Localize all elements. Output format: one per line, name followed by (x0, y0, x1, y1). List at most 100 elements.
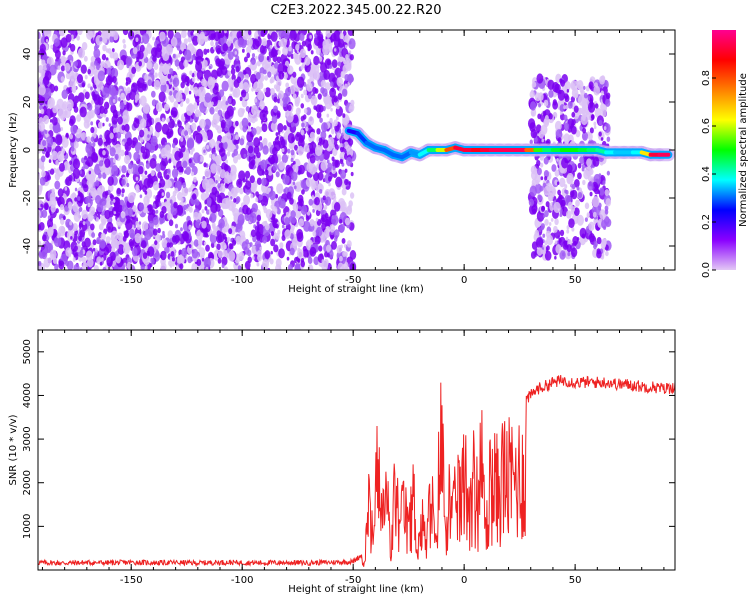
spectrogram-scatter-blob (540, 176, 544, 181)
spectrogram-scatter-blob (97, 172, 102, 179)
spectrogram-scatter-blob (573, 105, 579, 113)
spectrogram-scatter-blob (333, 96, 338, 103)
spectrogram-scatter-blob (108, 210, 114, 218)
spectrogram-scatter-blob (206, 48, 210, 53)
spectrogram-scatter-blob (304, 56, 311, 66)
spectrogram-scatter-blob (606, 136, 611, 142)
spectrogram-scatter-blob (600, 90, 604, 96)
spectrogram-scatter-blob (198, 86, 206, 98)
spectrogram-scatter-blob (604, 123, 611, 134)
spectrogram-scatter-blob (122, 109, 129, 120)
spectrogram-scatter-blob (201, 257, 205, 262)
spectrogram-scatter-blob (221, 100, 226, 106)
spectrogram-scatter-blob (214, 106, 219, 113)
spectrogram-scatter-blob (120, 149, 125, 157)
spectrogram-scatter-blob (532, 208, 537, 215)
spectrogram-scatter-blob (293, 185, 297, 190)
spectrogram-scatter-blob (128, 228, 136, 239)
spectrogram-scatter-blob (84, 237, 91, 248)
spectrogram-scatter-blob (112, 199, 116, 203)
spectrogram-scatter-blob (180, 136, 184, 142)
spectrogram-scatter-blob (87, 103, 93, 111)
spectrogram-scatter-blob (291, 171, 298, 182)
spectrogram-scatter-blob (60, 126, 64, 132)
spectrogram-scatter-blob (121, 188, 125, 194)
spectrogram-scatter-blob (557, 189, 561, 196)
spectrogram-xtick-label: -150 (120, 275, 143, 286)
spectrogram-scatter-blob (346, 60, 350, 64)
spectrogram-scatter-blob (278, 40, 283, 47)
spectrogram-scatter-blob (70, 43, 76, 52)
spectrogram-scatter-blob (181, 247, 188, 257)
spectrogram-scatter-blob (265, 187, 270, 195)
spectrogram-scatter-blob (290, 54, 294, 59)
spectrogram-scatter-blob (555, 129, 563, 140)
spectrogram-scatter-blob (233, 79, 240, 88)
spectrogram-scatter-blob (131, 66, 137, 75)
spectrogram-scatter-blob (215, 203, 221, 212)
spectrogram-scatter-blob (45, 136, 54, 148)
spectrogram-scatter-blob (258, 194, 263, 201)
spectrogram-scatter-blob (112, 158, 117, 163)
spectrogram-scatter-blob (326, 159, 330, 164)
spectrogram-scatter-blob (547, 101, 551, 106)
spectrogram-scatter-blob (223, 244, 227, 250)
spectrogram-scatter-blob (128, 162, 133, 170)
spectrogram-scatter-blob (348, 181, 351, 186)
spectrogram-scatter-blob (572, 235, 579, 246)
spectrogram-scatter-blob (285, 211, 290, 217)
spectrogram-scatter-blob (217, 30, 223, 38)
spectrogram-scatter-blob (74, 95, 80, 104)
spectrogram-scatter-blob (73, 211, 81, 222)
snr-ytick-label: 2000 (22, 470, 33, 495)
spectrogram-scatter-blob (187, 206, 192, 212)
spectrogram-scatter-blob (64, 107, 71, 119)
spectrogram-scatter-blob (327, 136, 335, 147)
spectrogram-scatter-blob (529, 101, 537, 111)
spectrogram-scatter-blob (160, 262, 167, 270)
spectrogram-scatter-blob (132, 83, 135, 88)
spectrogram-xlabel: Height of straight line (km) (288, 284, 424, 295)
spectrogram-scatter-blob (112, 127, 117, 134)
spectrogram-scatter-blob (249, 212, 257, 224)
spectrogram-scatter-blob (166, 80, 169, 85)
spectrogram-scatter-blob (196, 102, 200, 106)
spectrogram-scatter-blob (221, 263, 225, 269)
spectrogram-scatter-blob (193, 152, 201, 164)
spectrogram-scatter-blob (81, 241, 86, 248)
spectrogram-scatter-blob (294, 99, 300, 107)
spectrogram-scatter-blob (52, 257, 58, 264)
spectrogram-scatter-blob (281, 154, 288, 164)
spectrogram-scatter-blob (173, 100, 179, 109)
spectrogram-scatter-blob (278, 30, 285, 38)
spectrogram-scatter-blob (96, 202, 104, 213)
spectrogram-scatter-blob (174, 223, 179, 229)
spectrogram-scatter-blob (286, 256, 290, 261)
spectrogram-scatter-blob (585, 85, 590, 92)
spectrogram-scatter-blob (159, 210, 165, 219)
spectrogram-scatter-blob (348, 138, 354, 146)
spectrogram-scatter-blob (285, 223, 291, 231)
spectrogram-scatter-blob (591, 196, 600, 208)
spectrogram-scatter-blob (296, 76, 305, 88)
spectrogram-scatter-blob (224, 236, 228, 242)
spectrogram-scatter-blob (168, 260, 172, 267)
spectrogram-scatter-blob (91, 232, 96, 238)
spectrogram-scatter-blob (301, 189, 305, 195)
spectrogram-scatter-blob (85, 250, 93, 261)
spectrogram-scatter-blob (142, 102, 150, 114)
spectrogram-scatter-blob (586, 158, 592, 167)
spectrogram-scatter-blob (64, 186, 68, 191)
spectrogram-scatter-blob (49, 196, 57, 208)
spectrogram-scatter-blob (281, 224, 285, 229)
spectrogram-scatter-blob (314, 235, 321, 245)
spectrogram-scatter-blob (98, 160, 104, 167)
spectrogram-scatter-blob (564, 184, 568, 189)
spectrogram-scatter-blob (185, 114, 191, 122)
spectrogram-scatter-blob (256, 60, 261, 67)
spectrogram-scatter-blob (571, 88, 579, 99)
spectrogram-scatter-blob (246, 52, 251, 59)
spectrogram-scatter-blob (85, 195, 92, 205)
spectrogram-scatter-blob (605, 198, 612, 207)
spectrogram-scatter-blob (102, 122, 105, 127)
